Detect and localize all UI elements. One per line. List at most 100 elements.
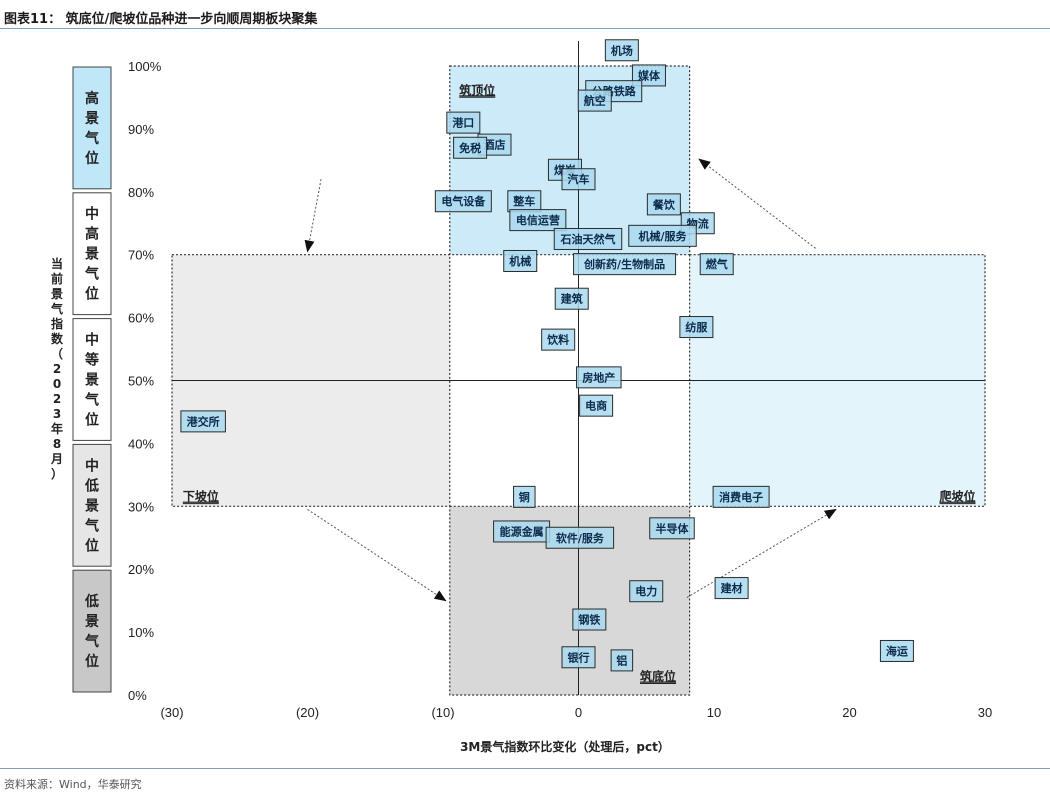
point-label: 建材 xyxy=(721,581,743,595)
level-label-char: 等 xyxy=(85,352,99,369)
point-box xyxy=(561,646,596,669)
y-tick-label: 100% xyxy=(128,59,162,74)
point-box xyxy=(541,328,576,351)
point-box xyxy=(649,517,695,540)
point-label: 餐饮 xyxy=(652,197,676,211)
point-box xyxy=(453,136,488,159)
point-label: 电力 xyxy=(635,584,657,598)
y-axis-title-char: 0 xyxy=(53,377,61,391)
x-tick-label: (10) xyxy=(431,705,454,720)
level-box xyxy=(72,569,112,693)
y-axis-title-char: 数 xyxy=(51,331,64,346)
x-tick-label: 0 xyxy=(575,705,582,720)
y-axis-title-char: 气 xyxy=(50,301,63,316)
level-label-char: 位 xyxy=(85,537,99,554)
level-label: 中高景气位 xyxy=(84,206,99,303)
x-tick-label: (30) xyxy=(160,705,183,720)
x-tick-label: 10 xyxy=(707,705,721,720)
point-label: 银行 xyxy=(568,650,590,664)
zone-label: 筑顶位 xyxy=(459,82,495,97)
point-label: 航空 xyxy=(584,94,606,108)
point-box xyxy=(699,253,734,276)
point-label: 钢铁 xyxy=(578,613,600,627)
level-label-char: 景 xyxy=(85,498,99,514)
y-tick-label: 40% xyxy=(128,436,154,451)
point-box xyxy=(576,366,622,389)
point-box xyxy=(503,249,538,272)
point-label: 创新药/生物制品 xyxy=(583,257,665,271)
zone-label: 爬坡位 xyxy=(938,489,975,504)
point-box xyxy=(513,485,536,508)
point-label: 机械/服务 xyxy=(638,229,687,243)
point-box xyxy=(629,580,664,603)
point-box xyxy=(604,39,639,62)
y-tick-label: 30% xyxy=(128,499,154,514)
level-label: 中等景气位 xyxy=(84,332,99,429)
level-label-char: 高 xyxy=(85,226,99,243)
point-label: 电商 xyxy=(585,399,607,413)
level-box xyxy=(72,192,112,316)
level-label-char: 位 xyxy=(85,286,99,303)
point-label: 港口 xyxy=(452,116,474,130)
point-box xyxy=(509,209,567,232)
level-label-char: 气 xyxy=(84,633,99,650)
point-box xyxy=(610,649,634,672)
transition-arrow-2 xyxy=(698,158,816,249)
chart-title: 图表11： 筑底位/爬坡位品种进一步向顺周期板块聚集 xyxy=(4,12,318,27)
level-label: 高景气位 xyxy=(84,90,99,167)
point-label: 半导体 xyxy=(655,521,689,535)
transition-arrow-4 xyxy=(686,508,837,598)
y-tick-label: 70% xyxy=(128,248,154,263)
point-label: 机械 xyxy=(509,254,531,268)
level-label-char: 景 xyxy=(85,614,99,630)
y-tick-label: 0% xyxy=(128,688,147,703)
level-box xyxy=(72,318,112,441)
y-axis-title-char: 年 xyxy=(51,421,63,436)
point-label: 燃气 xyxy=(705,257,728,271)
x-tick-label: 20 xyxy=(842,705,856,720)
point-label: 消费电子 xyxy=(719,490,763,504)
point-label: 汽车 xyxy=(568,172,590,186)
point-box xyxy=(628,224,697,247)
level-label: 低景气位 xyxy=(84,593,99,670)
y-axis-title-char: 2 xyxy=(53,392,61,406)
point-label: 房地产 xyxy=(582,370,615,384)
level-label-char: 气 xyxy=(84,266,99,283)
y-tick-label: 10% xyxy=(128,625,154,640)
transition-arrow-3 xyxy=(307,509,447,602)
y-axis-title-char: （ xyxy=(51,346,63,361)
level-label-char: 中 xyxy=(85,457,99,474)
y-tick-label: 20% xyxy=(128,562,154,577)
level-label-char: 景 xyxy=(85,247,99,263)
zone-label: 筑底位 xyxy=(640,669,676,684)
point-label: 港交所 xyxy=(187,414,220,428)
point-label: 纺服 xyxy=(685,320,708,334)
level-box xyxy=(72,66,112,190)
y-axis-title-char: 当 xyxy=(51,256,63,271)
point-box xyxy=(714,577,749,600)
level-label-char: 位 xyxy=(85,653,99,670)
x-tick-label: (20) xyxy=(296,705,319,720)
point-box xyxy=(572,608,607,631)
level-box xyxy=(72,443,112,567)
point-box xyxy=(679,316,714,339)
level-label-char: 景 xyxy=(85,111,99,127)
y-axis-title-char: 前 xyxy=(51,271,63,286)
point-box xyxy=(561,168,596,191)
level-label-char: 低 xyxy=(84,477,99,494)
level-label-char: 中 xyxy=(85,206,99,223)
point-label: 电气设备 xyxy=(441,194,486,208)
point-box xyxy=(545,526,615,549)
point-label: 建筑 xyxy=(561,292,583,306)
title-rule xyxy=(0,28,1050,29)
x-tick-label: 30 xyxy=(978,705,992,720)
level-label-char: 中 xyxy=(85,332,99,349)
point-box xyxy=(579,394,614,417)
point-label: 酒店 xyxy=(483,138,505,152)
point-box xyxy=(712,485,770,508)
y-axis-title-char: 2 xyxy=(53,362,61,376)
level-label-char: 景 xyxy=(85,373,99,389)
y-axis-title-char: ） xyxy=(51,466,63,481)
level-label-char: 气 xyxy=(84,130,99,147)
